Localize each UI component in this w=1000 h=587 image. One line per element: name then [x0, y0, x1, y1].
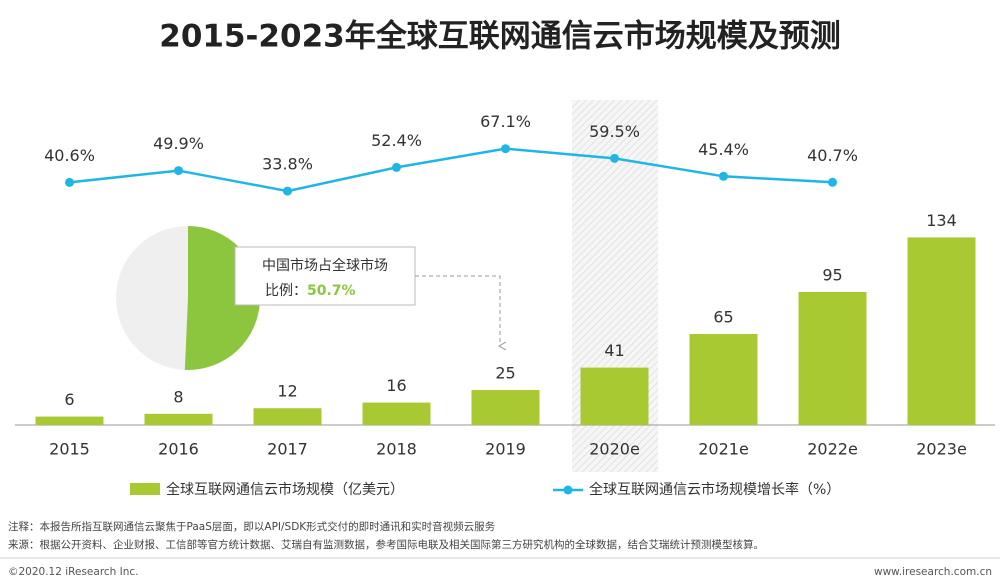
note: 来源：根据公开资料、企业财报、工信部等官方统计数据、艾瑞自有监测数据，参考国际电… [8, 538, 764, 551]
callout-arrow [415, 275, 500, 346]
bar [253, 408, 322, 425]
line [69, 147, 833, 193]
bar-value-label: 95 [822, 266, 842, 285]
bar [362, 402, 431, 425]
line-point [719, 171, 728, 181]
bar-value-label: 16 [386, 376, 406, 395]
legend-label: 全球互联网通信云市场规模（亿美元） [166, 481, 404, 498]
bar [35, 416, 104, 425]
line-point [828, 177, 837, 187]
bar-value-label: 134 [926, 211, 957, 230]
bar-value-label: 41 [604, 341, 624, 360]
bar-value-label: 6 [64, 390, 74, 409]
x-tick-label: 2020e [589, 440, 640, 459]
line-value-label: 49.9% [153, 134, 204, 153]
line-value-label: 52.4% [371, 131, 422, 150]
bar-value-label: 8 [173, 387, 183, 406]
callout-text: 比例： [265, 283, 307, 299]
footer-left: ©2020.12 iResearch Inc. [8, 566, 139, 578]
x-tick-label: 2018 [376, 440, 417, 459]
line-point [174, 166, 183, 176]
legend-marker [563, 485, 573, 495]
x-tick-label: 2017 [267, 440, 308, 459]
footer-right: www.iresearch.com.cn [874, 566, 992, 578]
bar [907, 237, 976, 425]
line-point [501, 144, 510, 154]
legend-swatch [130, 483, 160, 495]
bar-value-label: 65 [713, 308, 733, 327]
x-tick-label: 2016 [158, 440, 199, 459]
note: 注释：本报告所指互联网通信云聚焦于PaaS层面，即以API/SDK形式交付的即时… [8, 520, 496, 533]
line-point [392, 162, 401, 172]
bar [471, 390, 540, 425]
bar-value-label: 25 [495, 364, 515, 383]
line-value-label: 45.4% [698, 140, 749, 159]
x-tick-label: 2015 [49, 440, 90, 459]
x-tick-label: 2021e [698, 440, 749, 459]
x-tick-label: 2019 [485, 440, 526, 459]
line-point [610, 153, 619, 163]
legend-label: 全球互联网通信云市场规模增长率（%） [589, 481, 840, 498]
line-point [283, 186, 292, 196]
x-tick-label: 2022e [807, 440, 858, 459]
line-value-label: 59.5% [589, 122, 640, 141]
bar [689, 334, 758, 425]
callout-text: 中国市场占全球市场 [262, 257, 388, 274]
bar-value-label: 12 [277, 382, 297, 401]
bar [798, 292, 867, 425]
callout-value: 50.7% [307, 283, 356, 299]
line-value-label: 40.6% [44, 146, 95, 165]
x-tick-label: 2023e [916, 440, 967, 459]
line-value-label: 40.7% [807, 146, 858, 165]
chart-title: 2015-2023年全球互联网通信云市场规模及预测 [159, 19, 840, 55]
line-value-label: 67.1% [480, 112, 531, 131]
line-point [65, 177, 74, 187]
bar [580, 367, 649, 425]
bar [144, 413, 213, 425]
line-value-label: 33.8% [262, 155, 313, 174]
